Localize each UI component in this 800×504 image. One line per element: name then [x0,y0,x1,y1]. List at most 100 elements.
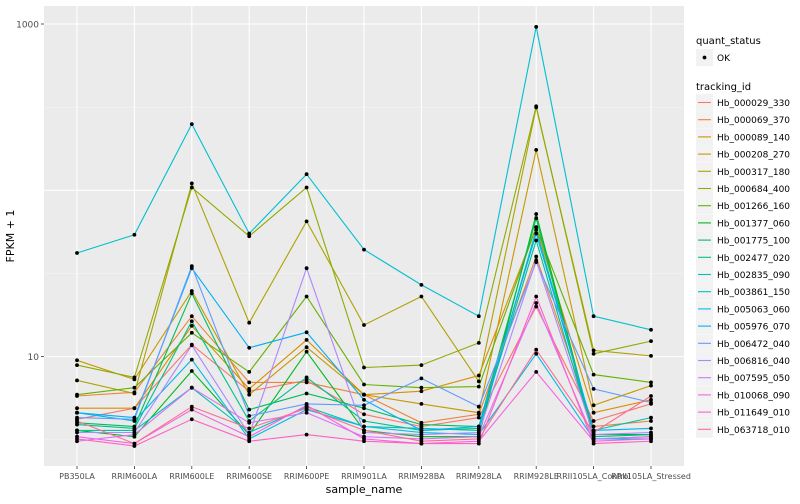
data-point-Hb_000208_270-RRIM600PE [304,345,309,350]
data-point-Hb_001266_160-RRIM901LA [362,382,366,387]
data-point-Hb_000208_270-RRIM928BA [419,402,424,406]
legend-label-ok: OK [717,54,731,64]
data-point-Hb_063718_010-RRIM600PE [304,406,309,411]
x-tick-label: RRIM928LA [456,472,502,481]
data-point-Hb_011649_010-RRIM928LE [534,294,539,299]
data-point-Hb_006472_040-PB350LA [75,415,79,420]
data-point-Hb_011649_010-PB350LA [75,437,79,441]
data-point-Hb_063718_010-RRIM928BA [419,439,424,444]
data-point-Hb_007595_050-RRIM600PE [304,410,309,415]
data-point-Hb_000208_270-PB350LA [75,358,79,363]
data-point-Hb_000089_140-RRIM928BA [419,389,424,394]
data-point-Hb_010068_090-RRIM600SE [247,434,252,439]
data-point-Hb_006816_040-RRIM928LE [534,258,539,263]
legend-label-Hb_002477_020: Hb_002477_020 [717,254,790,264]
data-point-Hb_063718_010-RRIM600SE [247,426,252,431]
legend-label-Hb_000208_270: Hb_000208_270 [717,151,790,161]
data-point-Hb_063718_010-RRIM600LE [189,404,194,409]
data-point-Hb_000684_400-RRIM928LA [476,341,481,345]
data-point-Hb_010068_090-RRIM600PE [304,403,309,408]
data-point-Hb_000029_330-RRIM928LA [476,415,481,420]
x-tick-label: RRIM600PE [284,472,330,481]
y-axis-title: FPKM + 1 [4,210,17,263]
data-point-Hb_000684_400-RRIM600SE [247,234,252,239]
legend-label-Hb_007595_050: Hb_007595_050 [717,374,790,384]
data-point-Hb_007595_050-RRIM600LA [132,432,137,437]
data-point-Hb_000684_400-RRIM928LE [534,104,539,109]
data-point-Hb_000208_270-RRIM901LA [362,392,366,397]
data-point-Hb_000317_180-RRII105LA_Stressed [649,354,653,358]
data-point-Hb_001377_060-RRIM600LE [189,369,194,373]
x-tick-label: RRII105LA_Stressed [611,472,691,481]
data-point-Hb_003861_150-RRIM928LE [534,25,539,29]
data-point-Hb_001775_100-RRIM901LA [362,406,366,411]
data-point-Hb_000089_140-RRIM600PE [304,338,309,342]
data-point-Hb_001775_100-RRIM600SE [247,407,252,412]
data-point-Hb_011649_010-RRIM600SE [247,439,252,444]
data-point-Hb_001266_160-RRIM600SE [247,370,252,374]
data-point-Hb_003861_150-RRIM901LA [362,247,366,252]
data-point-Hb_000684_400-RRIM928BA [419,363,424,367]
data-point-Hb_006472_040-RRII105LA_Control [591,387,596,391]
data-point-Hb_006816_040-RRIM928LA [476,430,481,435]
data-point-Hb_000317_180-RRIM600LA [132,391,137,396]
data-point-Hb_006816_040-RRIM928BA [419,432,424,437]
data-point-Hb_005976_070-RRIM928LA [476,424,481,429]
legend-label-Hb_000317_180: Hb_000317_180 [717,168,790,178]
data-point-Hb_005976_070-RRIM928LE [534,231,539,236]
x-tick-label: RRIM600LA [112,472,158,481]
legend-label-Hb_010068_090: Hb_010068_090 [717,391,790,401]
data-point-Hb_005976_070-RRII105LA_Stressed [649,426,653,431]
legend-label-Hb_001775_100: Hb_001775_100 [717,237,790,247]
data-point-Hb_002477_020-RRIM901LA [362,419,366,423]
data-point-Hb_005063_060-RRIM901LA [362,424,366,429]
data-point-Hb_000208_270-RRIM928LE [534,148,539,152]
data-point-Hb_005063_060-RRIM928LE [534,351,539,356]
x-axis-title: sample_name [326,483,403,496]
data-point-Hb_000069_370-RRIM600LE [189,314,194,319]
data-point-Hb_011649_010-RRIM600PE [304,432,309,437]
data-point-Hb_003861_150-RRIM600SE [247,231,252,236]
data-point-Hb_002477_020-RRIM928LE [534,238,539,243]
data-point-Hb_000317_180-PB350LA [75,378,79,383]
data-point-Hb_006472_040-RRIM901LA [362,403,366,408]
data-point-Hb_000069_370-RRII105LA_Stressed [649,419,653,423]
x-tick-label: RRIM600SE [226,472,272,481]
data-point-Hb_006816_040-RRIM600LE [189,343,194,348]
data-point-Hb_063718_010-RRIM901LA [362,428,366,433]
x-axis: PB350LA RRIM600LA RRIM600LE RRIM600SE RRIM60… [59,466,691,481]
legend-title-quant-status: quant_status [696,36,761,47]
data-point-Hb_001266_160-RRII105LA_Stressed [649,380,653,385]
data-point-Hb_001266_160-RRII105LA_Control [591,372,596,377]
data-point-Hb_006472_040-RRII105LA_Stressed [649,400,653,405]
data-point-Hb_007595_050-RRIM600LE [189,385,194,390]
data-point-Hb_000684_400-RRIM600LA [132,375,137,380]
data-point-Hb_000208_270-RRIM600SE [247,392,252,397]
data-point-Hb_002477_020-RRIM600PE [304,375,309,380]
data-point-Hb_001266_160-RRIM600PE [304,294,309,299]
data-point-Hb_000208_270-RRII105LA_Control [591,403,596,408]
data-point-Hb_000089_140-RRIM928LA [476,373,481,378]
data-point-Hb_001266_160-RRIM600LA [132,385,137,390]
data-point-Hb_011649_010-RRIM901LA [362,439,366,444]
data-point-Hb_005976_070-PB350LA [75,410,79,415]
legend-label-Hb_000684_400: Hb_000684_400 [717,185,790,195]
data-point-Hb_011649_010-RRII105LA_Stressed [649,439,653,444]
data-point-Hb_000089_140-RRIM600LA [132,406,137,411]
data-point-Hb_001775_100-RRIM928LE [534,216,539,221]
y-tick-label: 10 [28,353,40,363]
data-point-Hb_063718_010-RRIM600LA [132,441,137,446]
data-point-Hb_063718_010-RRIM928LE [534,347,539,352]
data-point-Hb_000069_370-RRIM600PE [304,380,309,385]
data-point-Hb_000089_140-RRIM600SE [247,387,252,391]
data-point-Hb_000317_180-RRIM928BA [419,294,424,299]
legend-label-Hb_003861_150: Hb_003861_150 [717,288,790,298]
data-point-Hb_002477_020-RRIM600LE [189,319,194,324]
data-point-Hb_063718_010-RRIM928LA [476,437,481,441]
data-point-Hb_003861_150-RRIM600LE [189,122,194,126]
data-point-Hb_000089_140-PB350LA [75,406,79,411]
data-point-Hb_006472_040-RRIM928BA [419,376,424,381]
data-point-Hb_002835_090-RRII105LA_Stressed [649,415,653,420]
legend-label-Hb_006816_040: Hb_006816_040 [717,357,790,367]
data-point-Hb_007595_050-RRIM928LE [534,301,539,305]
